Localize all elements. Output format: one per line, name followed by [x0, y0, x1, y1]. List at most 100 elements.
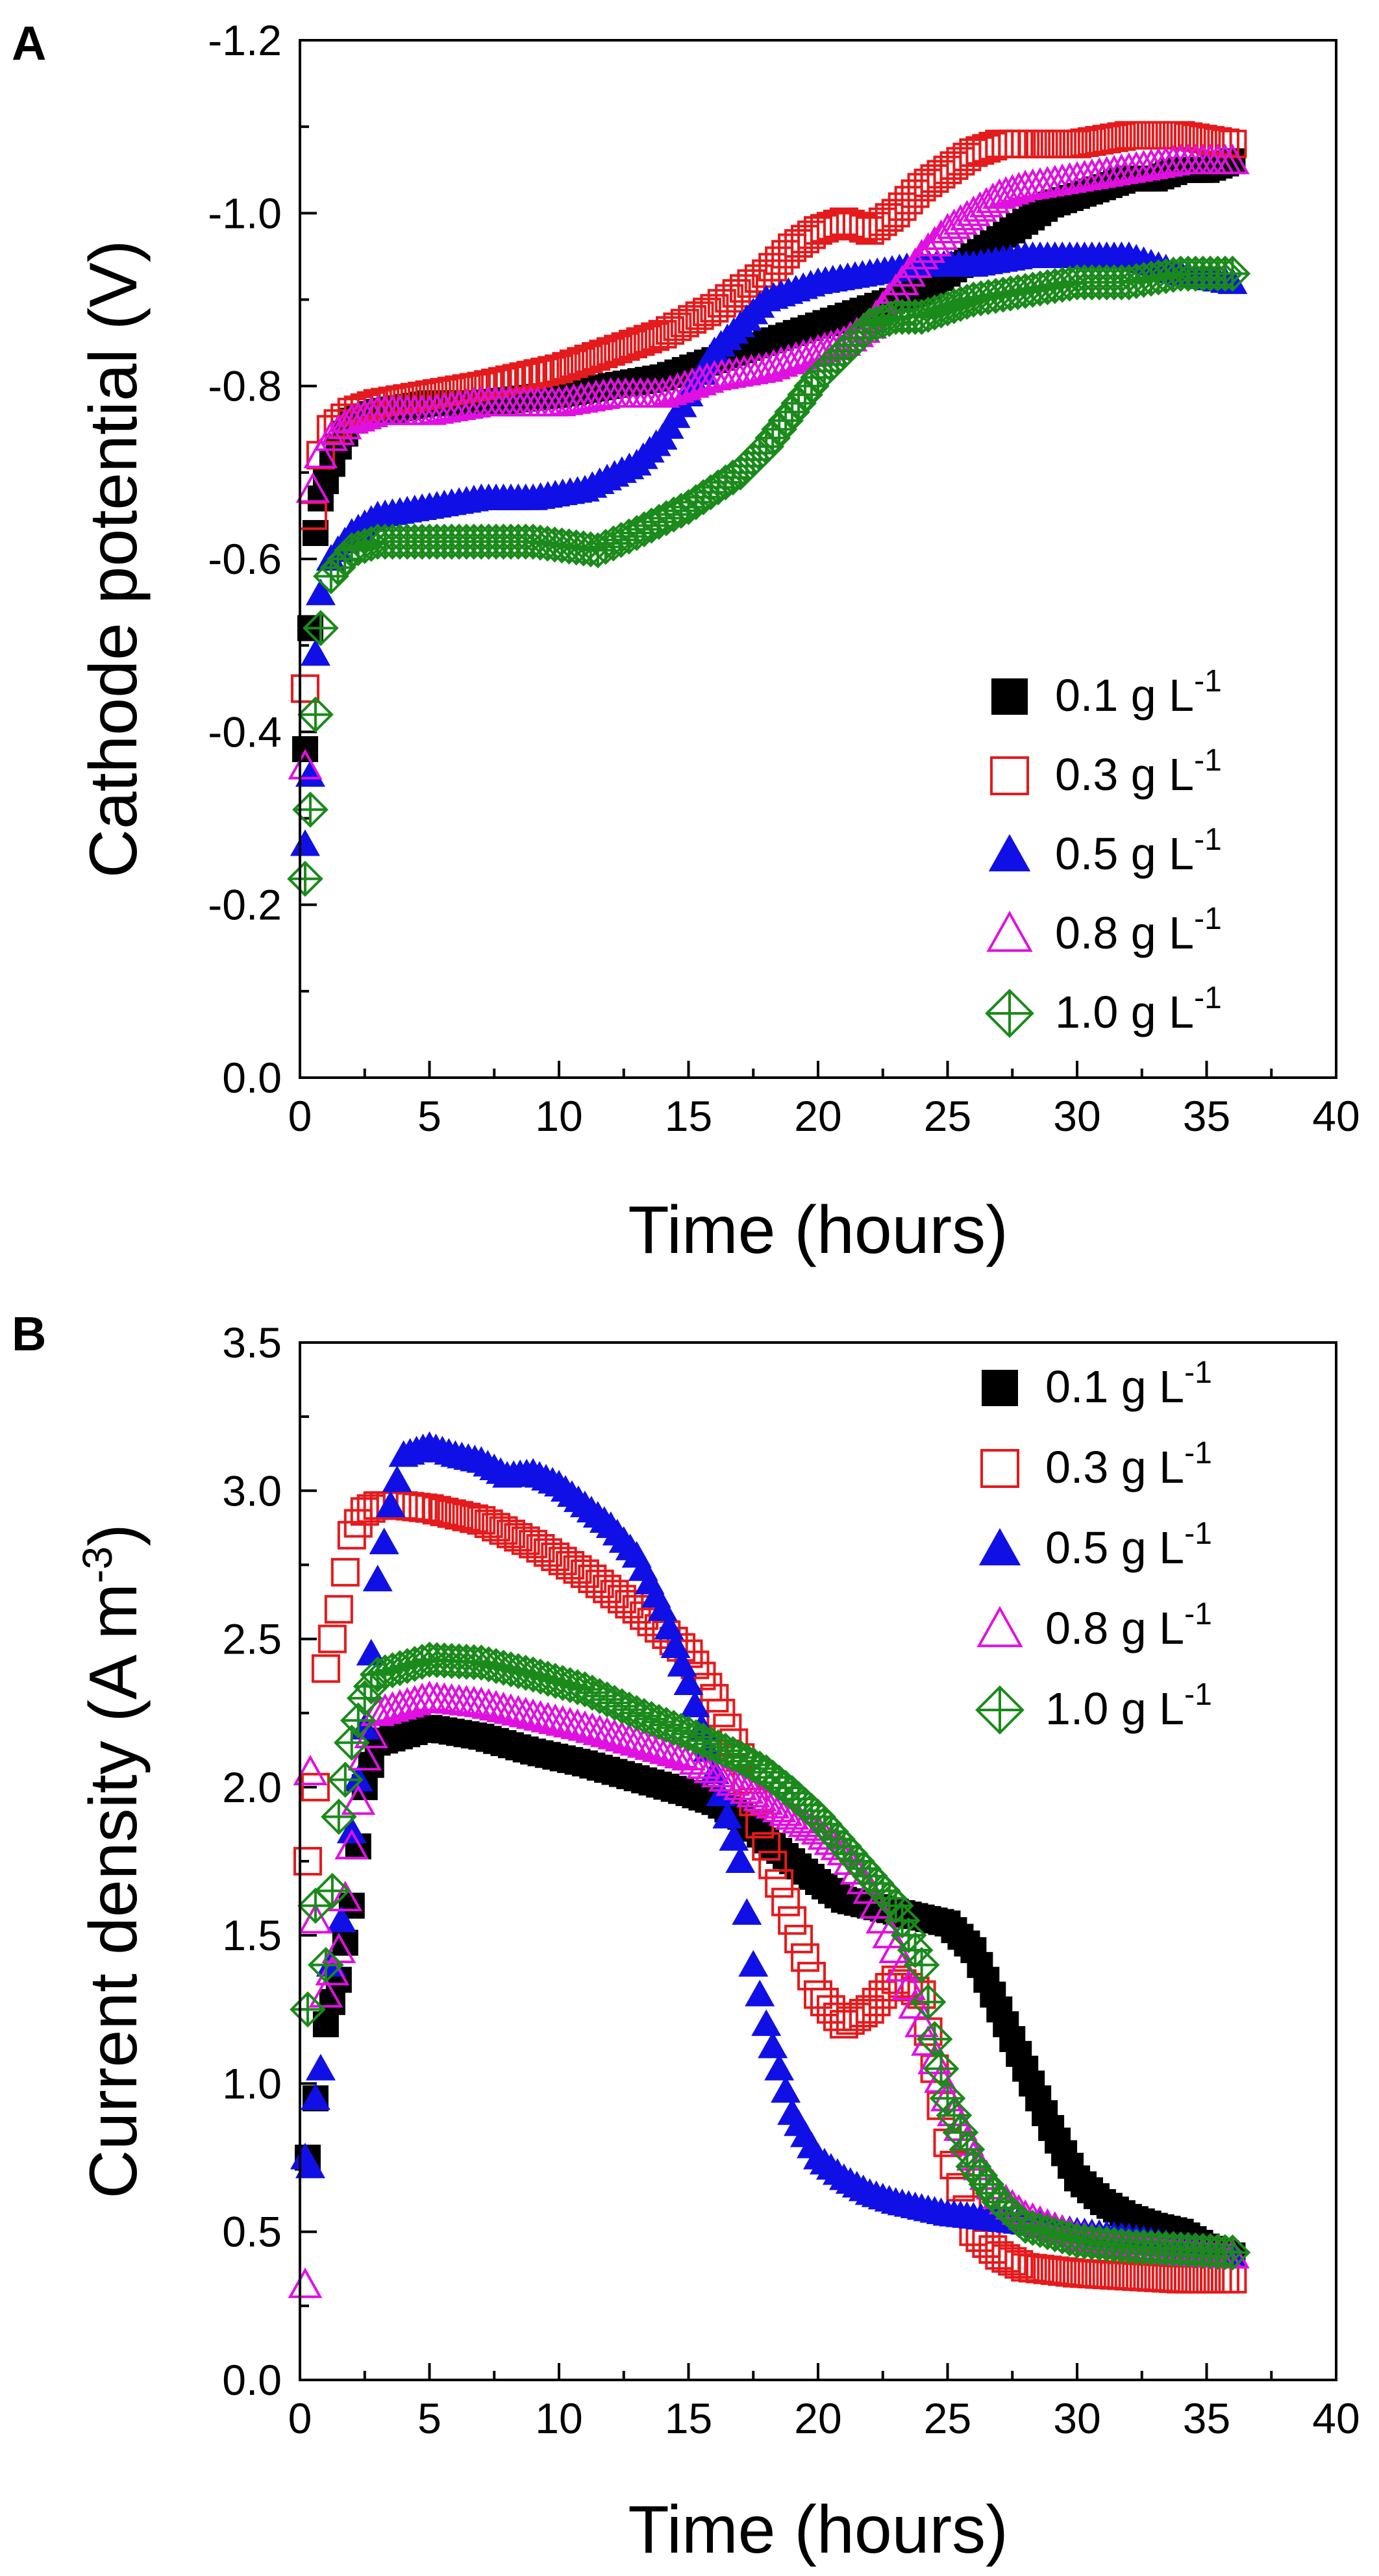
panel-b-frame: [299, 1341, 1337, 2381]
panel-b-legend-label: 0.3 g L-1: [1045, 1436, 1212, 1492]
panel-a-data-point: [290, 674, 319, 703]
panel-b-data-point: [723, 1769, 758, 1800]
panel-label-a: A: [12, 16, 46, 70]
panel-a-data-point: [538, 356, 567, 385]
panel-b-data-point: [654, 1613, 684, 1640]
panel-b-data-point: [742, 1780, 777, 1811]
panel-a-data-point: [660, 372, 695, 403]
panel-b-y-tick-label: 1.0: [222, 2059, 282, 2107]
panel-b-data-point: [664, 1737, 699, 1768]
panel-b-legend-item: 0.1 g L-1: [982, 1356, 1212, 1412]
panel-a-data-point: [611, 332, 640, 361]
panel-b-data-point: [415, 1494, 444, 1523]
panel-b-x-tick-label: 0: [288, 2394, 312, 2442]
panel-a-data-point: [1215, 143, 1250, 175]
panel-a-data-point: [663, 312, 692, 341]
panel-b-legend-marker: [982, 1370, 1018, 1406]
panel-b-data-point: [570, 1559, 599, 1589]
panel-b-legend-label: 0.5 g L-1: [1045, 1517, 1212, 1573]
panel-a-y-tick-labels: 0.0 -0.2 -0.4 -0.6 -0.8 -1.0 -1.2: [208, 16, 282, 1102]
panel-b-data-point: [701, 1757, 736, 1788]
panel-a-y-axis-title: Cathode potential (V): [76, 240, 151, 878]
panel-b-data-point: [496, 1519, 525, 1548]
panel-a-legend-marker: [985, 989, 1034, 1038]
panel-b-data-point: [317, 1624, 347, 1653]
panel-b-data-point: [293, 1754, 328, 1786]
panel-a-series-1: [290, 121, 1247, 703]
panel-a-x-tick-label: 5: [417, 1092, 441, 1140]
panel-b-data-point: [706, 1698, 736, 1728]
panel-b-data-point: [471, 1688, 506, 1719]
panel-b-x-tick-label: 40: [1312, 2394, 1360, 2442]
panel-b-data-point: [890, 1917, 927, 1953]
panel-b-data-point: [563, 1555, 592, 1584]
panel-a-y-tick-label: -0.2: [208, 881, 282, 929]
panel-b-y-tick-label: 0.5: [222, 2208, 282, 2256]
panel-b-data-point: [660, 1631, 691, 1658]
panel-b-data-point: [784, 1924, 814, 1953]
panel-b-data-point: [686, 1748, 721, 1779]
panel-b-data-point: [884, 1902, 921, 1939]
panel-b-data-point: [898, 1988, 933, 2019]
panel-b-data-point: [326, 1905, 356, 1933]
panel-a-x-tick-label: 35: [1183, 1092, 1230, 1140]
panel-b-data-point: [667, 1650, 697, 1677]
panel-a-data-point: [303, 438, 338, 469]
panel-a-x-tick-label: 20: [794, 1092, 841, 1140]
panel-a-data-point: [633, 325, 662, 354]
panel-a-x-tick-label: 0: [288, 1092, 312, 1140]
panel-b-data-point: [295, 2151, 325, 2179]
panel-a-data-point: [552, 352, 581, 381]
panel-b-data-point: [467, 1505, 496, 1535]
panel-b-data-point: [308, 1946, 344, 1983]
panel-a-y-tick-label: -1.2: [208, 16, 282, 64]
panel-b-y-axis-title-suffix: ): [76, 1524, 151, 1546]
panel-a-data-point: [648, 319, 677, 349]
panel-a-data-point: [778, 341, 814, 372]
panel-b-data-point: [916, 2021, 953, 2057]
panel-b-data-point: [501, 1694, 536, 1726]
panel-b-data-point: [328, 1880, 363, 1912]
panel-b-data-point: [590, 1716, 625, 1748]
panel-b-data-point: [738, 1950, 769, 1977]
panel-b-data-point: [619, 1725, 654, 1756]
panel-b-data-point: [297, 1887, 334, 1924]
panel-a-data-point: [302, 520, 329, 547]
panel-a-legend-label: 0.3 g L-1: [1055, 743, 1222, 800]
panel-a-data-point: [682, 364, 717, 395]
panel-b-data-point: [347, 1740, 382, 1771]
panel-b-data-point: [578, 1564, 607, 1593]
panel-a-y-tick-label: -0.8: [208, 362, 282, 410]
panel-b-data-point: [482, 1513, 511, 1542]
panel-b-data-point: [715, 1765, 751, 1796]
panel-b-data-point: [545, 1705, 580, 1736]
panel-a-legend-label: 0.1 g L-1: [1055, 664, 1222, 721]
panel-b-data-point: [308, 1977, 343, 2008]
panel-b-data-point: [538, 1703, 573, 1735]
panel-b-data-point: [897, 1932, 934, 1968]
panel-b-data-point: [334, 1829, 369, 1860]
panel-a-data-point: [756, 349, 791, 380]
panel-b-x-tick-label: 30: [1053, 2394, 1100, 2442]
panel-a-legend-label: 0.8 g L-1: [1055, 902, 1222, 958]
panel-b-data-point: [314, 1872, 351, 1909]
panel-b-data-point: [752, 1832, 781, 1861]
panel-b-data-point: [575, 1712, 610, 1743]
panel-b-data-point: [627, 1727, 662, 1758]
panel-b-data-point: [330, 1557, 360, 1587]
panel-a-data-point: [303, 610, 339, 647]
panel-b-data-point: [301, 1772, 330, 1802]
panel-b-data-point: [797, 1961, 826, 1990]
panel-a-data-point: [290, 829, 320, 856]
panel-b-data-point: [791, 1943, 820, 1972]
panel-b-x-axis-title: Time (hours): [628, 2492, 1008, 2568]
panel-b-x-tick-label: 20: [794, 2394, 841, 2442]
panel-a-legend-marker: [986, 910, 1033, 952]
panel-b-data-point: [877, 1887, 914, 1924]
panel-a-legend-marker: [991, 678, 1028, 715]
panel-b-data-point: [341, 1784, 376, 1815]
panel-b-data-point: [755, 1788, 790, 1819]
panel-a-data-point: [749, 351, 784, 382]
panel-a-data-point: [596, 337, 625, 366]
panel-b-data-point: [489, 1516, 518, 1545]
